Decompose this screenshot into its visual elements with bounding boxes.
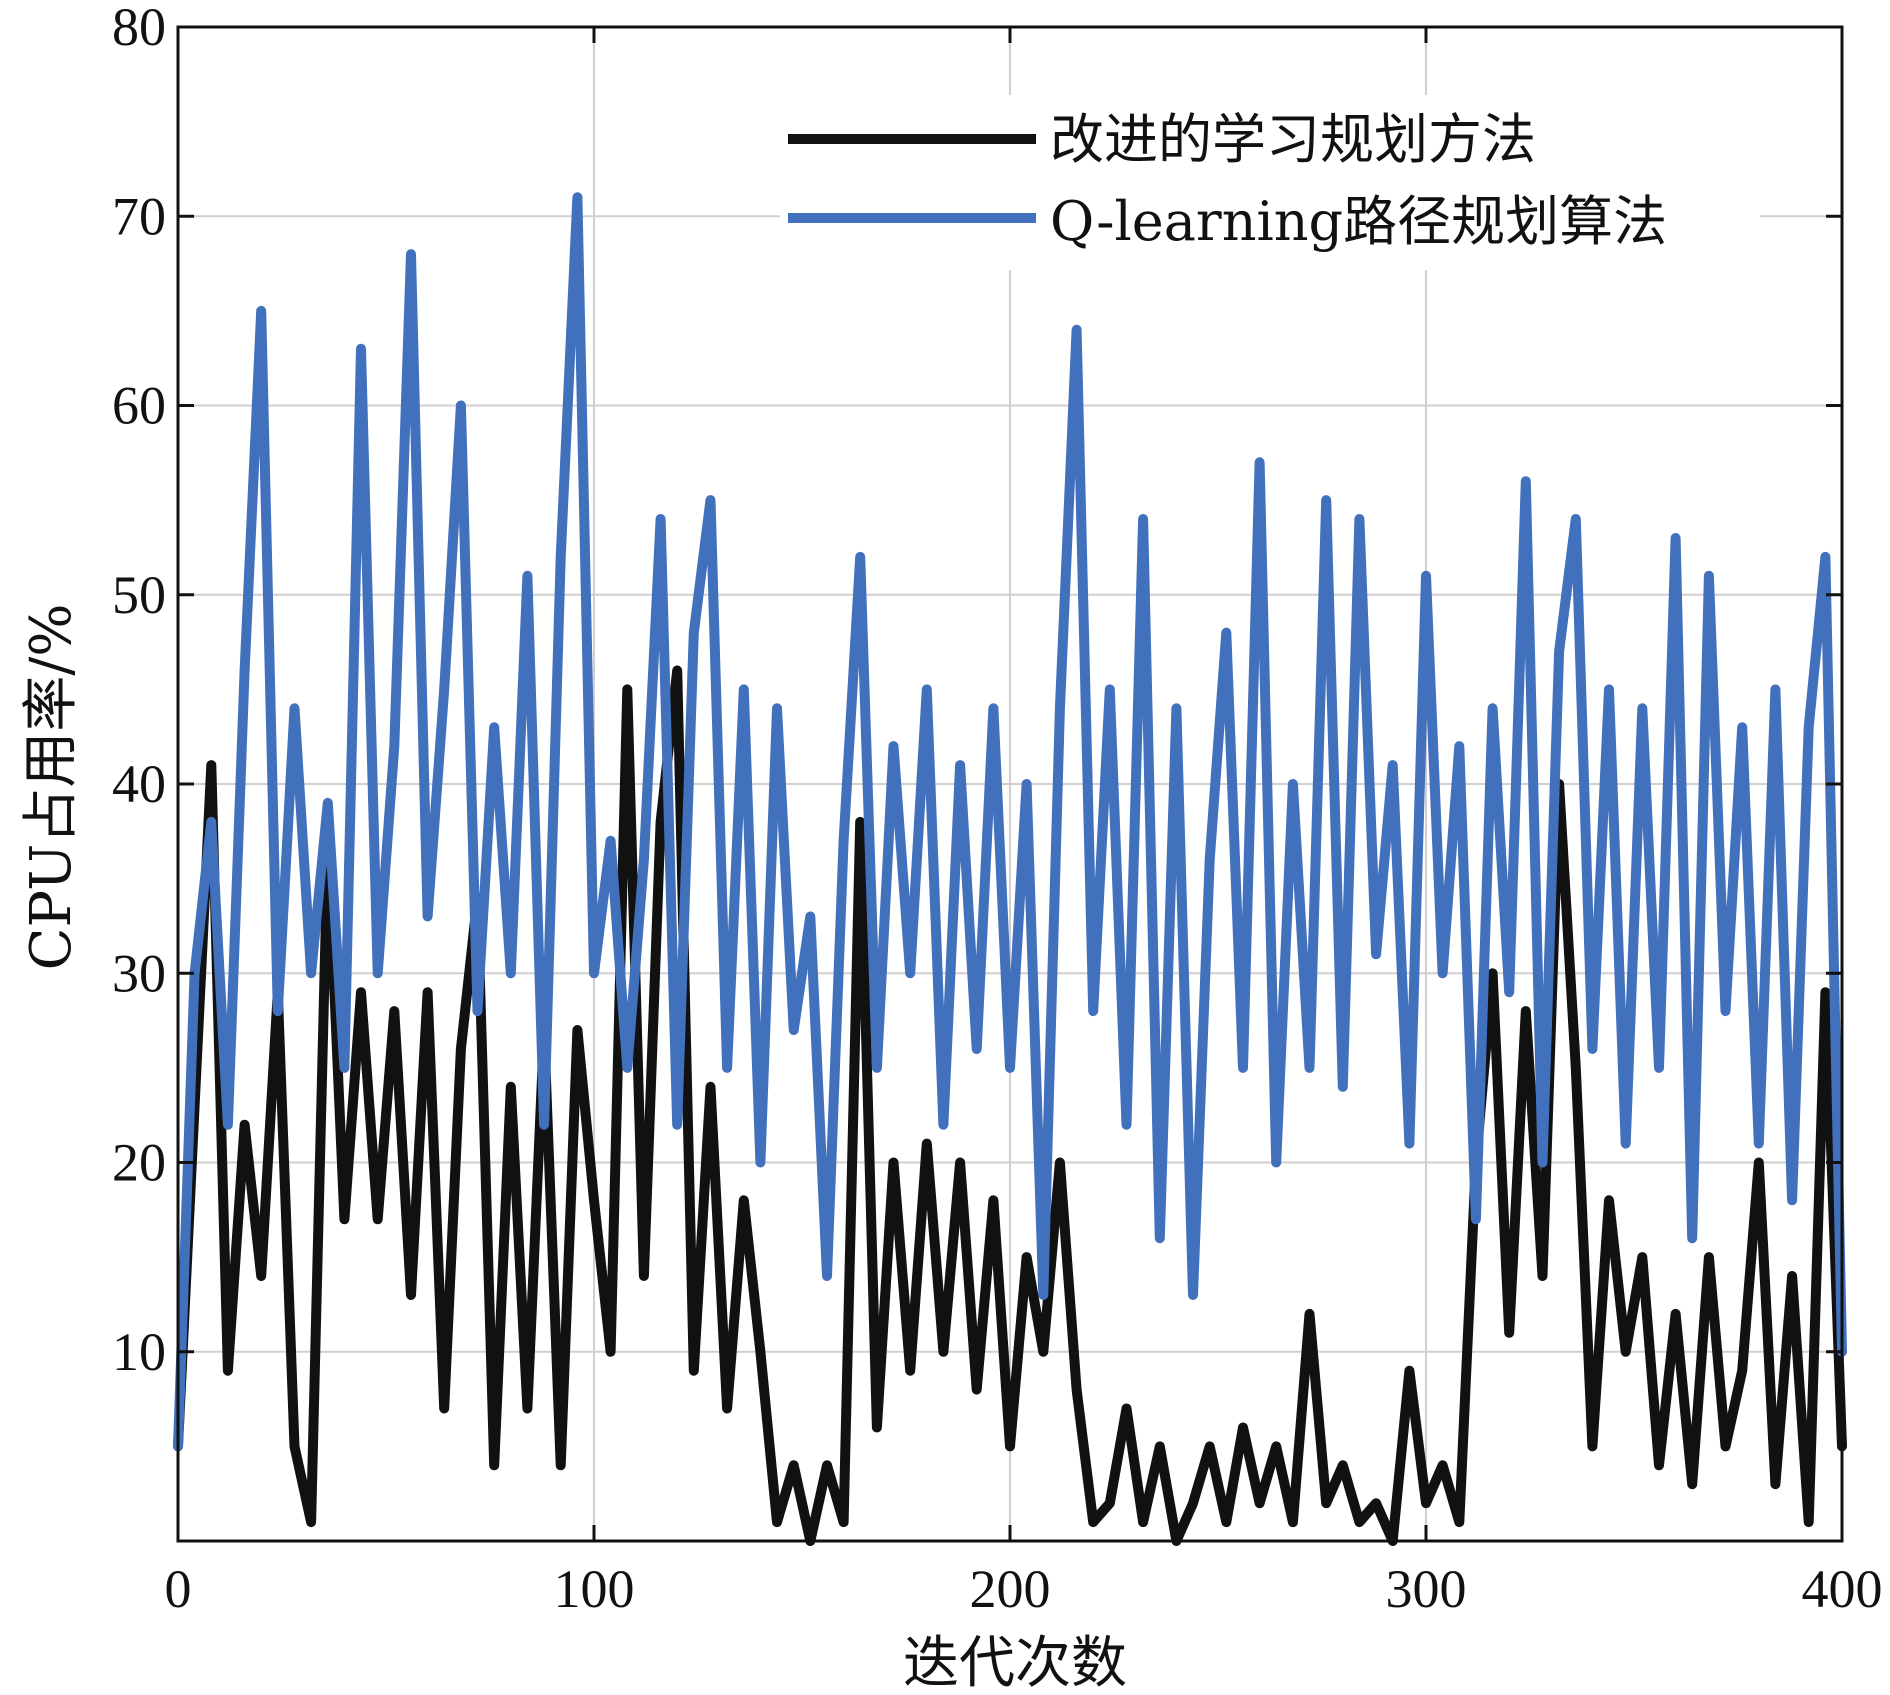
- legend-background: [780, 95, 1760, 270]
- x-tick-label: 0: [165, 1559, 192, 1619]
- y-tick-label: 40: [112, 754, 166, 814]
- y-tick-label: 30: [112, 943, 166, 1003]
- y-tick-label: 10: [112, 1322, 166, 1382]
- y-tick-label: 50: [112, 565, 166, 625]
- y-tick-label: 20: [112, 1133, 166, 1193]
- x-tick-label: 400: [1802, 1559, 1883, 1619]
- x-tick-label: 300: [1386, 1559, 1467, 1619]
- y-tick-label: 70: [112, 186, 166, 246]
- y-tick-label: 60: [112, 376, 166, 436]
- legend-label-1: Q-learning路径规划算法: [1050, 190, 1667, 253]
- series-lines: [173, 192, 1847, 1546]
- x-tick-label: 200: [970, 1559, 1051, 1619]
- y-axis-label: CPU占用率/%: [19, 604, 84, 971]
- legend: 改进的学习规划方法 Q-learning路径规划算法: [780, 95, 1760, 270]
- y-tick-label: 80: [112, 0, 166, 57]
- x-tick-label: 100: [554, 1559, 635, 1619]
- x-axis-label: 迭代次数: [903, 1631, 1127, 1695]
- axis-ticks: 0 100 200 300 400 10 20 30 40 50 60 70 80: [112, 0, 1883, 1619]
- legend-label-0: 改进的学习规划方法: [1050, 108, 1536, 171]
